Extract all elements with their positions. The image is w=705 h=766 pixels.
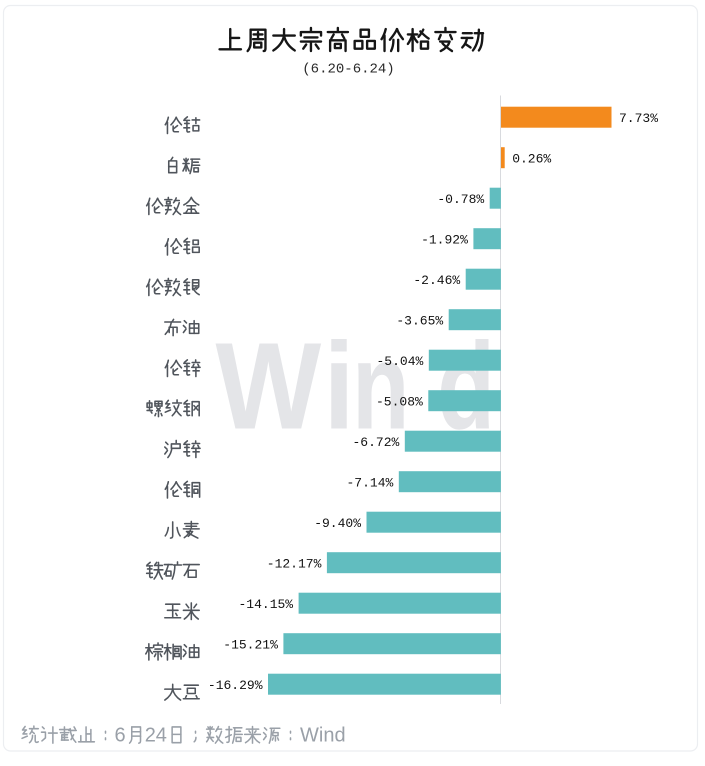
svg-text:-3.65%: -3.65% <box>396 314 443 329</box>
svg-text:Wind: Wind <box>300 725 346 747</box>
svg-text:-9.40%: -9.40% <box>314 516 361 531</box>
svg-text:n: n <box>352 318 409 455</box>
svg-text:-15.21%: -15.21% <box>223 638 278 653</box>
svg-text:-1.92%: -1.92% <box>421 233 468 248</box>
svg-text:6: 6 <box>115 725 126 747</box>
svg-text:-16.29%: -16.29% <box>208 678 263 693</box>
svg-text:24: 24 <box>145 725 167 747</box>
svg-text:-0.78%: -0.78% <box>437 192 484 207</box>
svg-text:-6.72%: -6.72% <box>352 435 399 450</box>
svg-text:7.73%: 7.73% <box>619 111 658 126</box>
svg-text:W: W <box>216 317 322 455</box>
svg-text:-7.14%: -7.14% <box>346 476 393 491</box>
svg-text:(6.20-6.24): (6.20-6.24) <box>302 62 394 78</box>
svg-text:-5.04%: -5.04% <box>376 354 423 369</box>
svg-text:-5.08%: -5.08% <box>376 395 423 410</box>
svg-text:0.26%: 0.26% <box>512 152 551 167</box>
svg-text:i: i <box>324 317 355 455</box>
svg-text:-2.46%: -2.46% <box>413 273 460 288</box>
svg-text:-14.15%: -14.15% <box>238 597 293 612</box>
svg-text:-12.17%: -12.17% <box>267 557 322 572</box>
